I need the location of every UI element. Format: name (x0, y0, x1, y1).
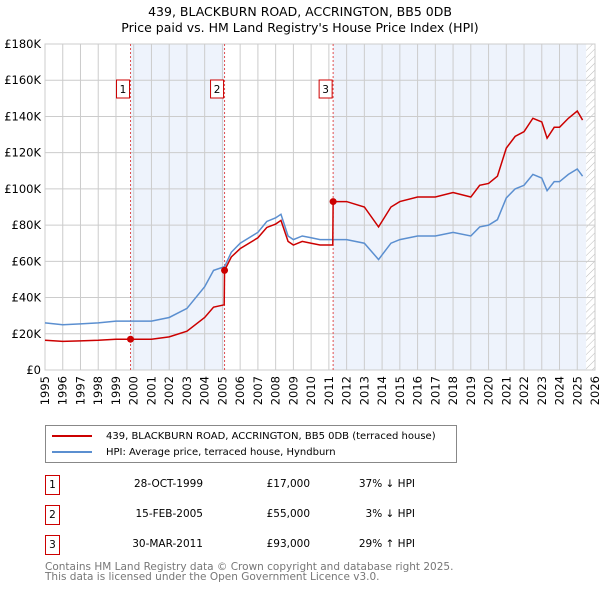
x-tick-label: 2009 (286, 376, 300, 405)
sale-marker-label: 1 (45, 475, 60, 495)
shaded-period (130, 44, 225, 370)
x-tick-label: 2005 (215, 376, 229, 405)
sale-point (127, 335, 135, 343)
y-tick-label: £180K (4, 37, 41, 51)
y-tick-label: £80K (12, 218, 42, 232)
x-tick-label: 2008 (269, 376, 283, 405)
x-tick-label: 2006 (233, 376, 247, 405)
sale-row: 1 28-OCT-1999 £17,000 37% ↓ HPI (45, 475, 465, 495)
x-tick-label: 2015 (393, 376, 407, 405)
x-tick-label: 2011 (322, 376, 336, 405)
sale-point (329, 198, 337, 206)
legend-swatch-property (52, 435, 92, 437)
sale-label: 1 (120, 84, 127, 96)
y-tick-label: £120K (4, 146, 41, 160)
legend-label-hpi: HPI: Average price, terraced house, Hynd… (106, 446, 336, 458)
sale-marker-label: 2 (45, 505, 60, 525)
sale-label: 3 (322, 84, 329, 96)
sale-label-box (116, 79, 131, 99)
chart-subtitle: Price paid vs. HM Land Registry's House … (121, 20, 479, 35)
sale-row: 2 15-FEB-2005 £55,000 3% ↓ HPI (45, 505, 465, 525)
footer-copyright: Contains HM Land Registry data © Crown c… (45, 561, 454, 573)
sale-marker-label: 3 (45, 535, 60, 555)
x-tick-label: 2020 (482, 376, 496, 405)
x-tick-label: 2022 (517, 376, 531, 405)
property-price-line (44, 109, 584, 343)
sale-price: £93,000 (266, 538, 310, 550)
shaded-period (333, 44, 587, 370)
x-tick-label: 2024 (553, 376, 567, 405)
x-tick-label: 2010 (304, 376, 318, 405)
x-tick-label: 2023 (535, 376, 549, 405)
legend-swatch-hpi (52, 451, 92, 453)
sale-point (221, 266, 229, 274)
x-tick-label: 2014 (375, 376, 389, 405)
forecast-hatch (586, 44, 595, 370)
y-tick-label: £140K (4, 109, 41, 123)
footer-licence: This data is licensed under the Open Gov… (45, 571, 380, 583)
y-tick-label: £100K (4, 182, 41, 196)
x-tick-label: 2025 (570, 376, 584, 405)
sale-hpi-diff: 3% ↓ HPI (365, 508, 415, 520)
x-tick-label: 2026 (588, 376, 600, 405)
x-tick-label: 2018 (446, 376, 460, 405)
x-tick-label: 2002 (162, 376, 176, 405)
x-tick-label: 2000 (127, 376, 141, 405)
y-tick-label: £160K (4, 73, 41, 87)
sale-hpi-diff: 37% ↓ HPI (358, 478, 415, 490)
x-tick-label: 2021 (499, 376, 513, 405)
plot-area: £0 £20K £40K £60K £80K £100K £120K £140K £160K £1… (4, 37, 600, 405)
x-tick-label: 1996 (56, 376, 70, 405)
sale-price: £17,000 (266, 478, 310, 490)
x-tick-label: 1997 (73, 376, 87, 405)
y-tick-label: £0 (26, 363, 41, 377)
x-tick-label: 2013 (357, 376, 371, 405)
x-tick-label: 2001 (144, 376, 158, 405)
x-tick-label: 2017 (428, 376, 442, 405)
y-tick-label: £20K (12, 327, 42, 341)
x-tick-label: 1995 (38, 376, 52, 405)
y-tick-label: £40K (12, 291, 42, 305)
x-tick-label: 2003 (180, 376, 194, 405)
x-tick-label: 2007 (251, 376, 265, 405)
sale-date: 28-OCT-1999 (134, 478, 203, 490)
chart-title: 439, BLACKBURN ROAD, ACCRINGTON, BB5 0DB (148, 4, 452, 19)
sale-date: 30-MAR-2011 (132, 538, 203, 550)
x-tick-label: 1999 (109, 376, 123, 405)
legend: 439, BLACKBURN ROAD, ACCRINGTON, BB5 0DB… (45, 425, 457, 463)
sale-hpi-diff: 29% ↑ HPI (358, 538, 415, 550)
x-tick-label: 2004 (198, 376, 212, 405)
sale-date: 15-FEB-2005 (135, 508, 203, 520)
sale-label-box (318, 79, 333, 99)
hpi-line (44, 167, 584, 326)
sale-label-box (210, 79, 225, 99)
y-tick-label: £60K (12, 254, 42, 268)
sale-row: 3 30-MAR-2011 £93,000 29% ↑ HPI (45, 535, 465, 555)
plot-frame (44, 43, 596, 371)
x-tick-label: 2016 (411, 376, 425, 405)
legend-label-property: 439, BLACKBURN ROAD, ACCRINGTON, BB5 0DB… (106, 430, 436, 442)
x-tick-label: 1998 (91, 376, 105, 405)
x-tick-label: 2019 (464, 376, 478, 405)
sale-price: £55,000 (266, 508, 310, 520)
x-tick-label: 2012 (340, 376, 354, 405)
sale-label: 2 (214, 84, 221, 96)
